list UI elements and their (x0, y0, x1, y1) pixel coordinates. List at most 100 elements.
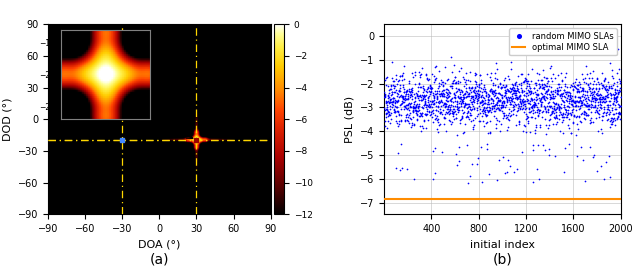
random MIMO SLAs (395, 74, 405, 78)
random MIMO SLAs (403, 97, 413, 101)
random MIMO SLAs (612, 95, 622, 99)
random MIMO SLAs (476, 89, 486, 94)
random MIMO SLAs (595, 98, 605, 103)
random MIMO SLAs (413, 109, 423, 113)
random MIMO SLAs (436, 150, 447, 154)
random MIMO SLAs (448, 110, 458, 114)
random MIMO SLAs (487, 91, 497, 95)
random MIMO SLAs (401, 91, 412, 96)
random MIMO SLAs (518, 100, 528, 104)
random MIMO SLAs (468, 98, 479, 102)
random MIMO SLAs (568, 99, 579, 103)
random MIMO SLAs (445, 111, 456, 115)
random MIMO SLAs (534, 111, 545, 115)
random MIMO SLAs (405, 102, 415, 106)
random MIMO SLAs (428, 107, 438, 112)
random MIMO SLAs (574, 99, 584, 103)
random MIMO SLAs (411, 91, 421, 95)
random MIMO SLAs (580, 76, 590, 80)
random MIMO SLAs (493, 106, 503, 110)
random MIMO SLAs (546, 95, 556, 99)
random MIMO SLAs (520, 106, 531, 110)
random MIMO SLAs (493, 91, 504, 96)
random MIMO SLAs (584, 103, 594, 107)
random MIMO SLAs (482, 105, 492, 109)
random MIMO SLAs (518, 101, 529, 106)
random MIMO SLAs (474, 82, 484, 86)
random MIMO SLAs (511, 80, 521, 85)
random MIMO SLAs (499, 94, 509, 98)
random MIMO SLAs (523, 119, 533, 123)
random MIMO SLAs (548, 103, 559, 108)
random MIMO SLAs (397, 73, 407, 77)
random MIMO SLAs (500, 171, 510, 175)
random MIMO SLAs (397, 100, 408, 104)
random MIMO SLAs (406, 125, 416, 129)
random MIMO SLAs (557, 92, 567, 96)
random MIMO SLAs (562, 113, 572, 117)
random MIMO SLAs (472, 88, 483, 92)
random MIMO SLAs (390, 109, 400, 113)
random MIMO SLAs (531, 81, 541, 85)
random MIMO SLAs (543, 101, 553, 106)
random MIMO SLAs (403, 96, 413, 100)
random MIMO SLAs (483, 94, 493, 98)
random MIMO SLAs (610, 95, 620, 100)
random MIMO SLAs (468, 106, 479, 110)
random MIMO SLAs (481, 91, 491, 95)
random MIMO SLAs (522, 111, 532, 116)
random MIMO SLAs (614, 90, 624, 94)
random MIMO SLAs (518, 128, 529, 133)
random MIMO SLAs (388, 99, 398, 104)
random MIMO SLAs (579, 86, 589, 90)
random MIMO SLAs (589, 79, 600, 83)
random MIMO SLAs (513, 108, 523, 112)
random MIMO SLAs (561, 110, 571, 114)
random MIMO SLAs (419, 94, 429, 98)
random MIMO SLAs (531, 103, 541, 107)
random MIMO SLAs (494, 119, 504, 124)
random MIMO SLAs (404, 101, 414, 105)
random MIMO SLAs (602, 90, 612, 95)
random MIMO SLAs (562, 90, 572, 94)
random MIMO SLAs (438, 108, 448, 112)
random MIMO SLAs (582, 113, 593, 117)
random MIMO SLAs (613, 114, 623, 118)
random MIMO SLAs (396, 142, 406, 146)
random MIMO SLAs (445, 84, 456, 89)
random MIMO SLAs (486, 97, 497, 102)
random MIMO SLAs (452, 104, 462, 108)
random MIMO SLAs (516, 72, 527, 76)
random MIMO SLAs (440, 100, 451, 105)
random MIMO SLAs (563, 104, 573, 109)
random MIMO SLAs (518, 106, 528, 110)
random MIMO SLAs (532, 143, 543, 147)
random MIMO SLAs (609, 92, 620, 96)
random MIMO SLAs (412, 103, 422, 108)
random MIMO SLAs (504, 90, 515, 94)
random MIMO SLAs (426, 99, 436, 103)
random MIMO SLAs (432, 89, 442, 93)
random MIMO SLAs (505, 164, 515, 168)
random MIMO SLAs (428, 96, 438, 100)
random MIMO SLAs (527, 97, 537, 102)
random MIMO SLAs (387, 102, 397, 106)
random MIMO SLAs (615, 80, 625, 85)
random MIMO SLAs (503, 158, 513, 162)
random MIMO SLAs (438, 103, 448, 107)
random MIMO SLAs (410, 105, 420, 109)
random MIMO SLAs (529, 100, 539, 105)
random MIMO SLAs (558, 112, 568, 116)
random MIMO SLAs (458, 99, 468, 103)
random MIMO SLAs (512, 88, 522, 92)
random MIMO SLAs (500, 105, 510, 109)
random MIMO SLAs (431, 100, 441, 104)
random MIMO SLAs (452, 89, 463, 93)
random MIMO SLAs (392, 99, 402, 103)
random MIMO SLAs (439, 102, 449, 106)
random MIMO SLAs (555, 94, 565, 98)
random MIMO SLAs (535, 97, 545, 102)
random MIMO SLAs (609, 81, 619, 85)
random MIMO SLAs (568, 120, 578, 124)
random MIMO SLAs (396, 93, 406, 98)
